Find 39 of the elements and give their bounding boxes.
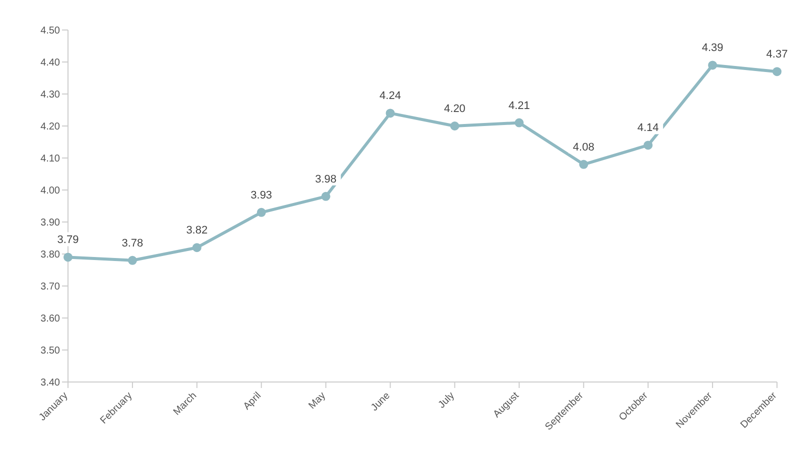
y-tick-label: 4.30 bbox=[40, 90, 60, 101]
data-label: 4.24 bbox=[380, 90, 401, 102]
point bbox=[386, 108, 395, 118]
data-label: 3.79 bbox=[57, 234, 79, 246]
data-label: 4.20 bbox=[444, 103, 466, 115]
point bbox=[772, 67, 782, 76]
x-tick-label: July bbox=[436, 390, 457, 411]
y-tick-label: 4.00 bbox=[40, 186, 60, 197]
y-tick-label: 3.80 bbox=[40, 250, 60, 261]
y-tick-label: 4.50 bbox=[40, 26, 60, 37]
data-label: 4.39 bbox=[702, 42, 724, 54]
y-tick-label: 3.60 bbox=[40, 314, 60, 325]
y-tick-label: 4.20 bbox=[40, 122, 60, 133]
x-tick-label: June bbox=[369, 390, 393, 414]
y-tick-label: 3.50 bbox=[40, 346, 60, 357]
y-tick-label: 3.70 bbox=[40, 282, 60, 293]
point bbox=[450, 122, 460, 130]
point bbox=[708, 60, 718, 70]
y-tick-label: 3.90 bbox=[40, 218, 60, 229]
data-label: 3.93 bbox=[250, 189, 272, 202]
data-label: 4.08 bbox=[572, 141, 594, 154]
y-tick-label: 4.40 bbox=[40, 58, 60, 69]
data-label: 3.98 bbox=[315, 173, 337, 186]
point bbox=[579, 160, 588, 169]
data-label: 4.37 bbox=[766, 48, 788, 61]
point bbox=[192, 243, 202, 252]
point bbox=[64, 252, 72, 262]
point bbox=[514, 118, 524, 128]
point bbox=[256, 208, 266, 217]
y-tick-label: 4.10 bbox=[40, 154, 60, 165]
data-label: 4.14 bbox=[637, 122, 659, 134]
y-tick-label: 3.40 bbox=[40, 378, 60, 389]
point bbox=[644, 140, 653, 150]
point bbox=[321, 192, 330, 201]
x-tick-label: May bbox=[306, 390, 328, 412]
data-label: 4.21 bbox=[508, 100, 530, 112]
data-label: 3.78 bbox=[122, 237, 144, 250]
data-label: 3.82 bbox=[186, 224, 208, 237]
point bbox=[128, 256, 137, 265]
